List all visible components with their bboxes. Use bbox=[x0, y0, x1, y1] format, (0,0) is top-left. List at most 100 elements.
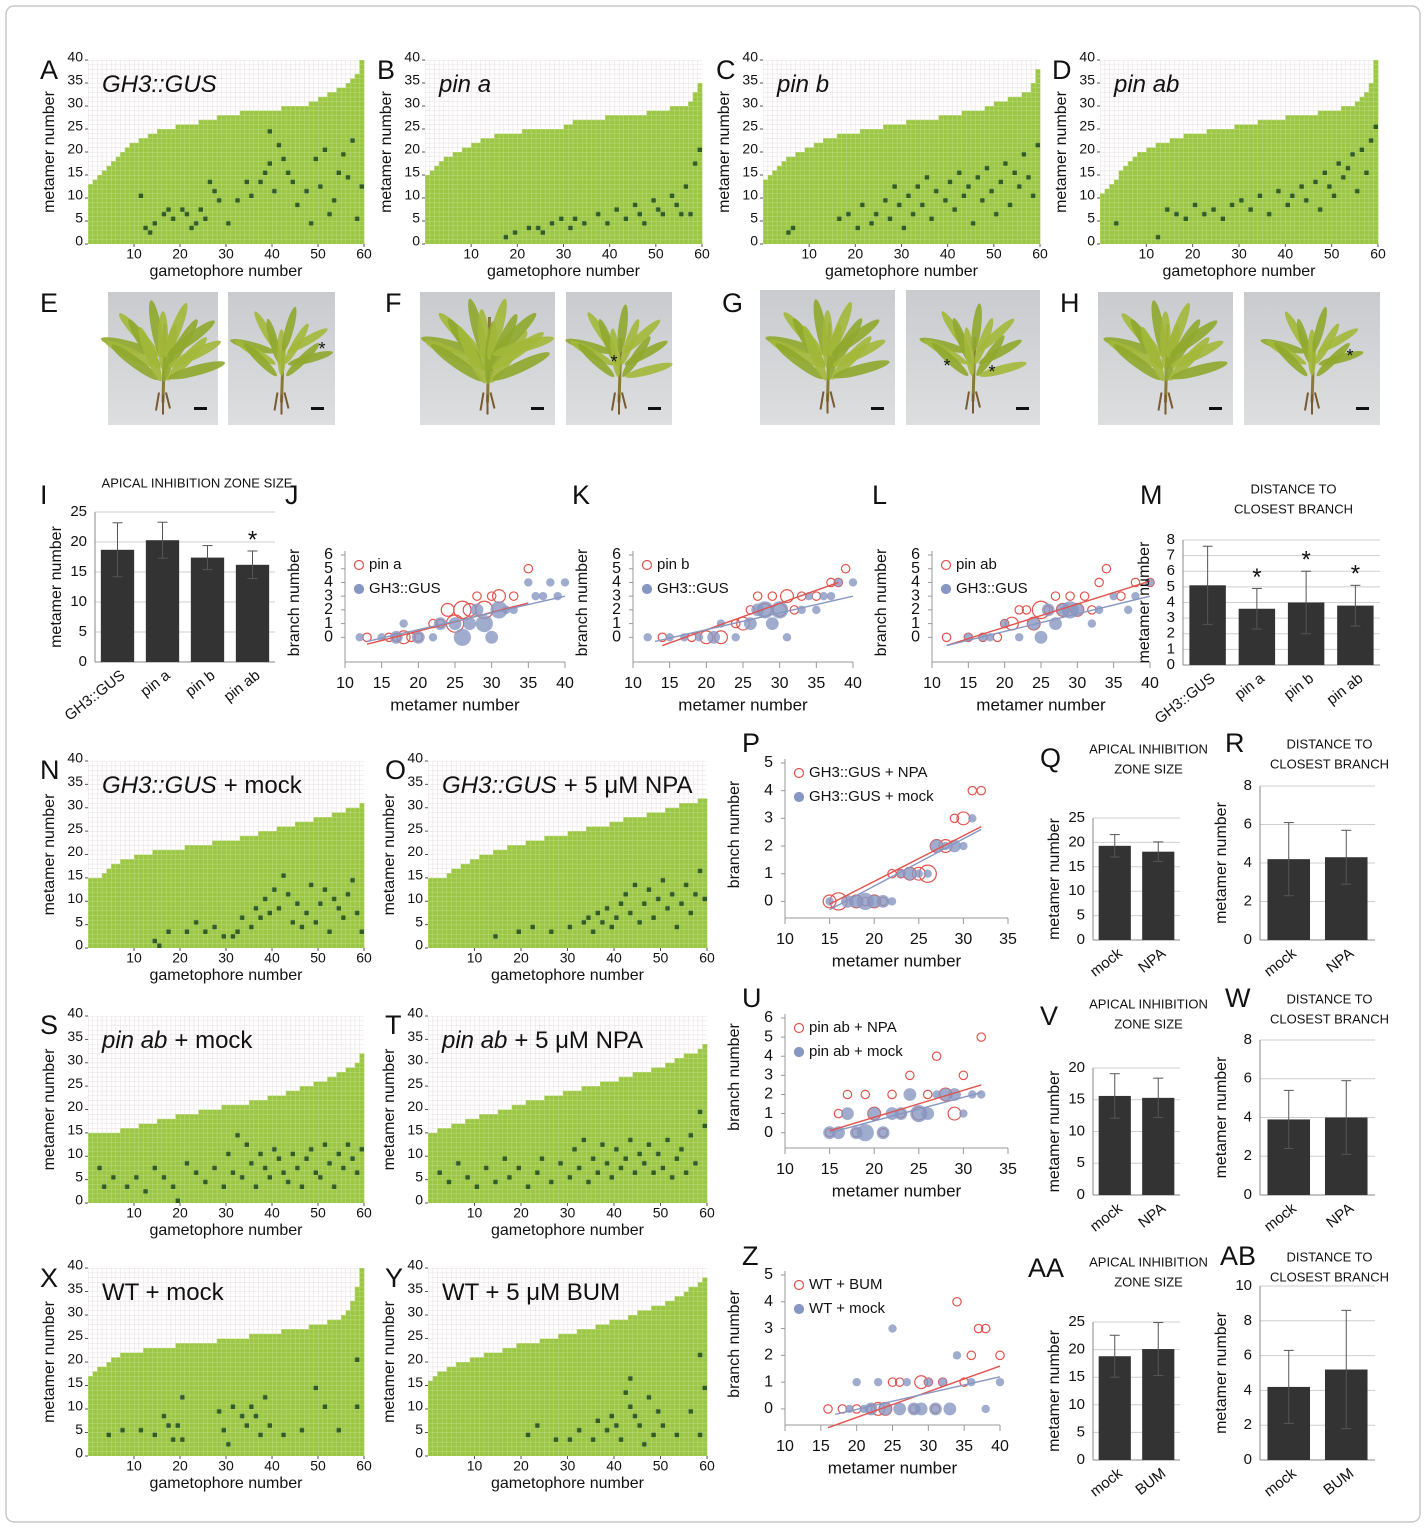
y-tick-label: 10 bbox=[407, 890, 423, 906]
y-tick-label: 0 bbox=[1077, 1451, 1085, 1468]
y-tick-label: 5 bbox=[75, 1421, 83, 1437]
bar bbox=[191, 558, 224, 662]
y-tick-label: 15 bbox=[70, 563, 87, 580]
x-tick-label: 10 bbox=[336, 675, 354, 692]
y-tick-label: 0 bbox=[764, 1400, 773, 1417]
y-tick-label: 10 bbox=[407, 1145, 423, 1161]
y-tick-label: 1 bbox=[764, 1373, 773, 1390]
title-italic: GH3::GUS bbox=[442, 772, 557, 799]
y-tick-label: 40 bbox=[407, 750, 423, 766]
x-tick-label: 30 bbox=[218, 950, 234, 966]
x-tick-label: 10 bbox=[467, 1458, 483, 1474]
x-tick-label: 35 bbox=[955, 1438, 973, 1455]
panel-letter: V bbox=[1040, 1001, 1058, 1031]
y-tick-label: 0 bbox=[1077, 931, 1085, 948]
chart-title: DISTANCE TO bbox=[1287, 991, 1373, 1006]
y-tick-label: 15 bbox=[1068, 858, 1085, 875]
y-tick-label: 20 bbox=[1068, 1341, 1085, 1358]
y-tick-label: 25 bbox=[407, 820, 423, 836]
panel-letter: M bbox=[1140, 480, 1163, 510]
y-tick-label: 4 bbox=[1244, 854, 1252, 871]
panel-letter: B bbox=[377, 55, 395, 85]
y-tick-label: 0 bbox=[1087, 233, 1095, 249]
x-tick-label: 40 bbox=[602, 246, 618, 262]
y-tick-label: 35 bbox=[1079, 72, 1095, 88]
y-tick-label: 10 bbox=[70, 593, 87, 610]
y-tick-label: 0 bbox=[750, 233, 758, 249]
x-tick-label: 60 bbox=[699, 1458, 715, 1474]
legend-label: pin b bbox=[657, 556, 690, 573]
data-point bbox=[825, 897, 833, 905]
y-tick-label: 40 bbox=[67, 1257, 83, 1273]
y-tick-label: 20 bbox=[1079, 141, 1095, 157]
data-point bbox=[707, 631, 720, 644]
x-tick-label: 15 bbox=[821, 931, 839, 948]
legend-label: GH3::GUS bbox=[956, 580, 1028, 597]
panel-letter: D bbox=[1052, 55, 1072, 85]
y-tick-label: 4 bbox=[764, 782, 773, 799]
x-tick-label: 30 bbox=[218, 1458, 234, 1474]
data-point bbox=[903, 1378, 911, 1386]
y-tick-label: 0 bbox=[75, 937, 83, 953]
legend-marker bbox=[643, 585, 652, 594]
y-tick-label: 0 bbox=[412, 233, 420, 249]
x-tick-label: 35 bbox=[519, 675, 537, 692]
y-tick-label: 0 bbox=[1167, 656, 1175, 673]
y-axis-label: metamer number bbox=[41, 1300, 58, 1422]
panel-letter: T bbox=[385, 1010, 402, 1040]
panel-letter: G bbox=[722, 288, 743, 318]
y-tick-label: 5 bbox=[764, 1266, 773, 1283]
y-tick-label: 25 bbox=[407, 1075, 423, 1091]
chart-title: DISTANCE TO bbox=[1287, 736, 1373, 751]
y-tick-label: 2 bbox=[1244, 1147, 1252, 1164]
y-tick-label: 5 bbox=[415, 1421, 423, 1437]
x-tick-label: 40 bbox=[556, 675, 574, 692]
panel-letter: P bbox=[742, 728, 760, 758]
y-tick-label: 15 bbox=[407, 1122, 423, 1138]
y-tick-label: 5 bbox=[764, 1028, 773, 1045]
scale-bar bbox=[1209, 407, 1222, 410]
y-tick-label: 0 bbox=[75, 233, 83, 249]
data-point bbox=[1015, 633, 1023, 641]
title-italic: pin ab bbox=[441, 1027, 507, 1054]
y-tick-label: 20 bbox=[742, 141, 758, 157]
x-tick-label: 50 bbox=[653, 1458, 669, 1474]
y-tick-label: 30 bbox=[67, 1304, 83, 1320]
legend-label: pin ab + mock bbox=[809, 1043, 903, 1060]
y-tick-label: 10 bbox=[67, 890, 83, 906]
y-tick-label: 20 bbox=[70, 533, 87, 550]
panel-letter: F bbox=[385, 288, 402, 318]
y-tick-label: 40 bbox=[67, 49, 83, 65]
x-tick-label: 10 bbox=[923, 675, 941, 692]
y-tick-label: 2 bbox=[764, 837, 773, 854]
chart-title: APICAL INHIBITION bbox=[1089, 741, 1208, 756]
x-tick-label: 10 bbox=[624, 675, 642, 692]
legend-label: GH3::GUS + mock bbox=[809, 788, 934, 805]
panel-letter: AB bbox=[1220, 1241, 1256, 1271]
y-tick-label: 40 bbox=[404, 49, 420, 65]
panel-letter: J bbox=[285, 480, 299, 510]
y-tick-label: 35 bbox=[67, 773, 83, 789]
title-text: WT + mock bbox=[102, 1279, 225, 1306]
legend-marker bbox=[795, 1305, 804, 1314]
y-tick-label: 0 bbox=[415, 1192, 423, 1208]
y-tick-label: 3 bbox=[1167, 609, 1175, 626]
y-tick-label: 3 bbox=[764, 1320, 773, 1337]
panel-letter: S bbox=[40, 1010, 58, 1040]
y-tick-label: 25 bbox=[67, 1075, 83, 1091]
y-tick-label: 5 bbox=[1077, 1423, 1085, 1440]
y-tick-label: 8 bbox=[1244, 777, 1252, 794]
y-axis-label: metamer number bbox=[1136, 541, 1153, 663]
panel-letter: H bbox=[1060, 288, 1080, 318]
y-tick-label: 20 bbox=[67, 141, 83, 157]
y-tick-label: 10 bbox=[1068, 1122, 1085, 1139]
x-tick-label: 10 bbox=[467, 950, 483, 966]
x-tick-label: 50 bbox=[648, 246, 664, 262]
chart-title: APICAL INHIBITION bbox=[1089, 996, 1208, 1011]
chart-title: ZONE SIZE bbox=[1114, 761, 1183, 776]
y-tick-label: 7 bbox=[1167, 547, 1175, 564]
y-axis-label: branch number bbox=[574, 548, 591, 656]
y-tick-label: 15 bbox=[1079, 164, 1095, 180]
chart-title: CLOSEST BRANCH bbox=[1270, 1269, 1389, 1284]
x-axis-label: metamer number bbox=[828, 1458, 958, 1477]
